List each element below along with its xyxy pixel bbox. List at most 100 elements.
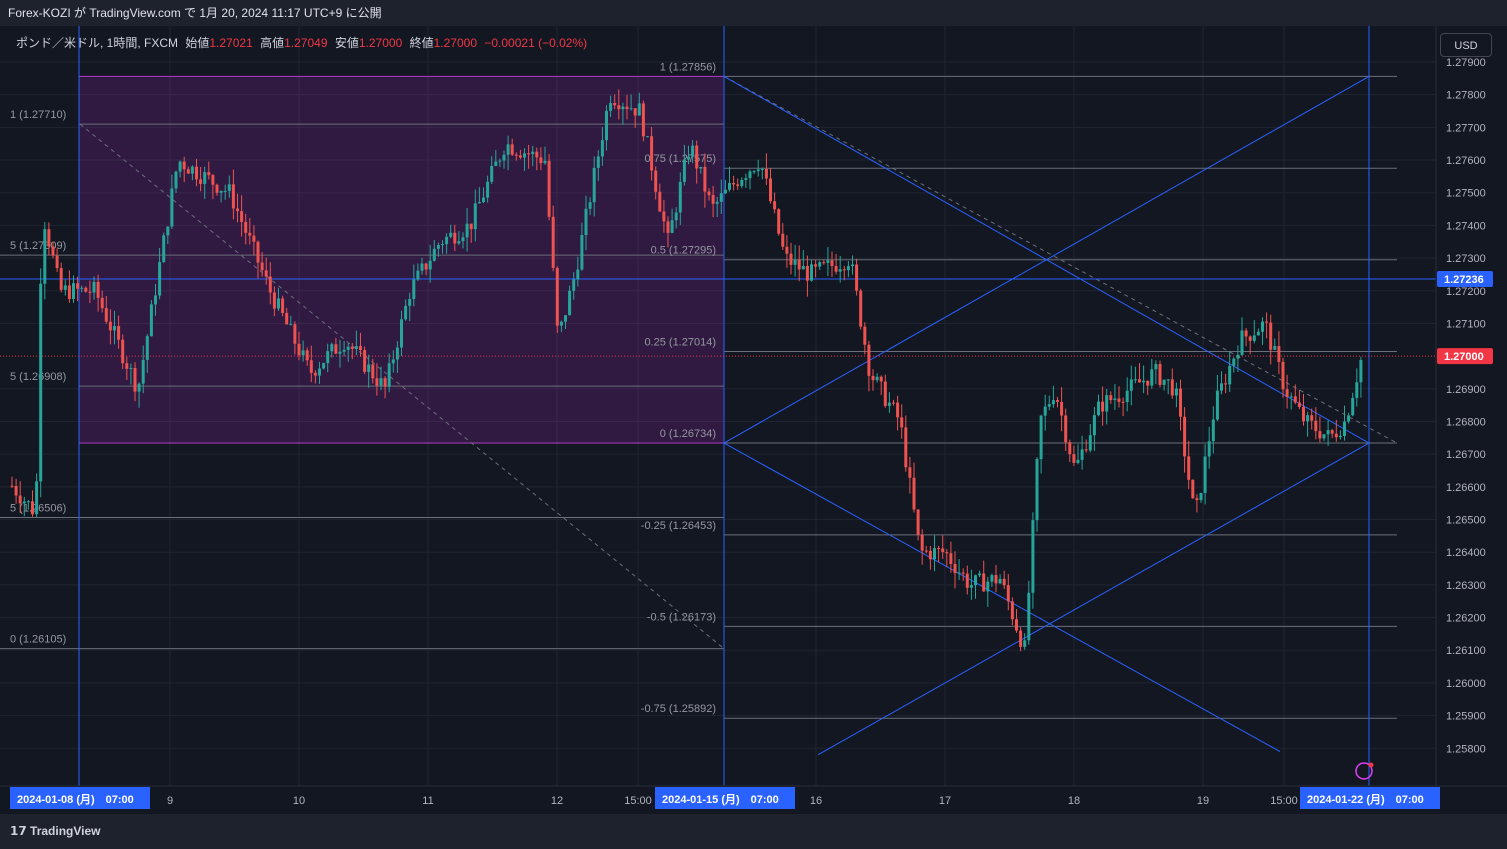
candle-body[interactable] — [1277, 346, 1281, 362]
candle-body[interactable] — [412, 279, 416, 299]
candle-body[interactable] — [313, 372, 317, 376]
candle-body[interactable] — [465, 223, 469, 238]
candle-body[interactable] — [1146, 380, 1150, 386]
candle-body[interactable] — [158, 262, 162, 296]
candle-body[interactable] — [1129, 379, 1133, 391]
candle-body[interactable] — [818, 262, 822, 267]
candle-body[interactable] — [236, 208, 239, 212]
candle-body[interactable] — [400, 319, 403, 348]
candle-body[interactable] — [371, 364, 375, 379]
candle-body[interactable] — [502, 154, 506, 161]
candle-body[interactable] — [933, 548, 936, 560]
candle-body[interactable] — [1269, 322, 1273, 350]
candle-body[interactable] — [248, 232, 252, 236]
candle-body[interactable] — [728, 182, 731, 190]
candle-body[interactable] — [166, 226, 170, 236]
candle-body[interactable] — [859, 290, 863, 327]
candle-body[interactable] — [1162, 379, 1166, 385]
candle-body[interactable] — [1019, 630, 1023, 647]
candle-body[interactable] — [1117, 398, 1121, 402]
candle-body[interactable] — [195, 166, 198, 180]
candle-body[interactable] — [945, 552, 949, 554]
candle-body[interactable] — [855, 264, 859, 291]
candle-body[interactable] — [953, 563, 957, 574]
candle-body[interactable] — [117, 326, 121, 340]
candle-body[interactable] — [88, 291, 92, 293]
candle-body[interactable] — [174, 171, 178, 189]
candle-body[interactable] — [506, 144, 510, 155]
candle-body[interactable] — [588, 202, 592, 209]
candle-body[interactable] — [846, 266, 850, 271]
candle-body[interactable] — [555, 267, 559, 326]
candle-body[interactable] — [383, 378, 387, 387]
candle-body[interactable] — [1068, 442, 1072, 455]
candle-body[interactable] — [1215, 390, 1219, 420]
candle-body[interactable] — [305, 350, 309, 361]
candle-body[interactable] — [416, 270, 420, 280]
candle-body[interactable] — [797, 259, 801, 270]
candle-body[interactable] — [445, 236, 449, 245]
candle-body[interactable] — [469, 223, 473, 230]
candle-body[interactable] — [744, 178, 748, 180]
candle-body[interactable] — [527, 153, 531, 155]
candle-body[interactable] — [773, 201, 777, 210]
candle-body[interactable] — [863, 326, 867, 345]
candle-body[interactable] — [564, 315, 567, 322]
candle-body[interactable] — [748, 171, 752, 179]
candle-body[interactable] — [1051, 400, 1055, 405]
candle-body[interactable] — [559, 321, 563, 326]
candle-body[interactable] — [1150, 369, 1154, 386]
candle-body[interactable] — [219, 190, 223, 193]
candle-body[interactable] — [523, 153, 526, 158]
candle-body[interactable] — [621, 106, 625, 110]
candle-body[interactable] — [732, 182, 736, 185]
candle-body[interactable] — [871, 375, 875, 381]
candle-body[interactable] — [1097, 401, 1100, 416]
candle-body[interactable] — [769, 178, 772, 202]
candle-body[interactable] — [1351, 397, 1355, 416]
candle-body[interactable] — [1183, 416, 1187, 457]
candle-body[interactable] — [1109, 395, 1113, 401]
candle-body[interactable] — [682, 159, 686, 182]
candle-body[interactable] — [342, 349, 346, 352]
candle-body[interactable] — [1084, 449, 1088, 451]
candle-body[interactable] — [1023, 640, 1027, 647]
candle-body[interactable] — [998, 578, 1002, 584]
candle-body[interactable] — [514, 154, 518, 156]
candle-body[interactable] — [26, 501, 30, 503]
candle-body[interactable] — [190, 166, 194, 174]
candle-body[interactable] — [838, 269, 842, 272]
candle-body[interactable] — [1318, 431, 1322, 439]
candle-body[interactable] — [957, 572, 961, 574]
candle-body[interactable] — [760, 168, 764, 170]
candle-body[interactable] — [1092, 415, 1096, 436]
candle-body[interactable] — [252, 235, 256, 242]
candle-body[interactable] — [715, 201, 719, 204]
candle-body[interactable] — [326, 351, 330, 364]
candle-body[interactable] — [281, 298, 285, 314]
candle-body[interactable] — [592, 167, 596, 203]
candle-body[interactable] — [1338, 435, 1342, 438]
candle-body[interactable] — [1080, 449, 1084, 460]
candle-body[interactable] — [1322, 434, 1326, 439]
candle-body[interactable] — [789, 253, 793, 265]
candle-body[interactable] — [96, 281, 100, 298]
candle-body[interactable] — [486, 181, 490, 198]
price-chart[interactable]: 1 (1.27710) 5 (1.27309) 5 (1.26908) 5 (1.26… — [0, 26, 1507, 814]
candle-body[interactable] — [994, 575, 998, 584]
candle-body[interactable] — [318, 368, 321, 376]
candle-body[interactable] — [301, 350, 305, 356]
candle-body[interactable] — [395, 347, 399, 360]
candle-body[interactable] — [969, 585, 973, 588]
candle-body[interactable] — [1035, 459, 1039, 521]
candle-body[interactable] — [84, 287, 88, 292]
candle-body[interactable] — [338, 351, 342, 354]
fib-box[interactable] — [78, 75, 725, 444]
dashed-trendline[interactable] — [79, 123, 725, 649]
candle-body[interactable] — [92, 281, 96, 293]
candle-body[interactable] — [43, 229, 47, 284]
candle-body[interactable] — [572, 279, 576, 291]
candle-body[interactable] — [924, 550, 928, 552]
candle-body[interactable] — [453, 232, 457, 244]
candle-body[interactable] — [707, 191, 711, 196]
